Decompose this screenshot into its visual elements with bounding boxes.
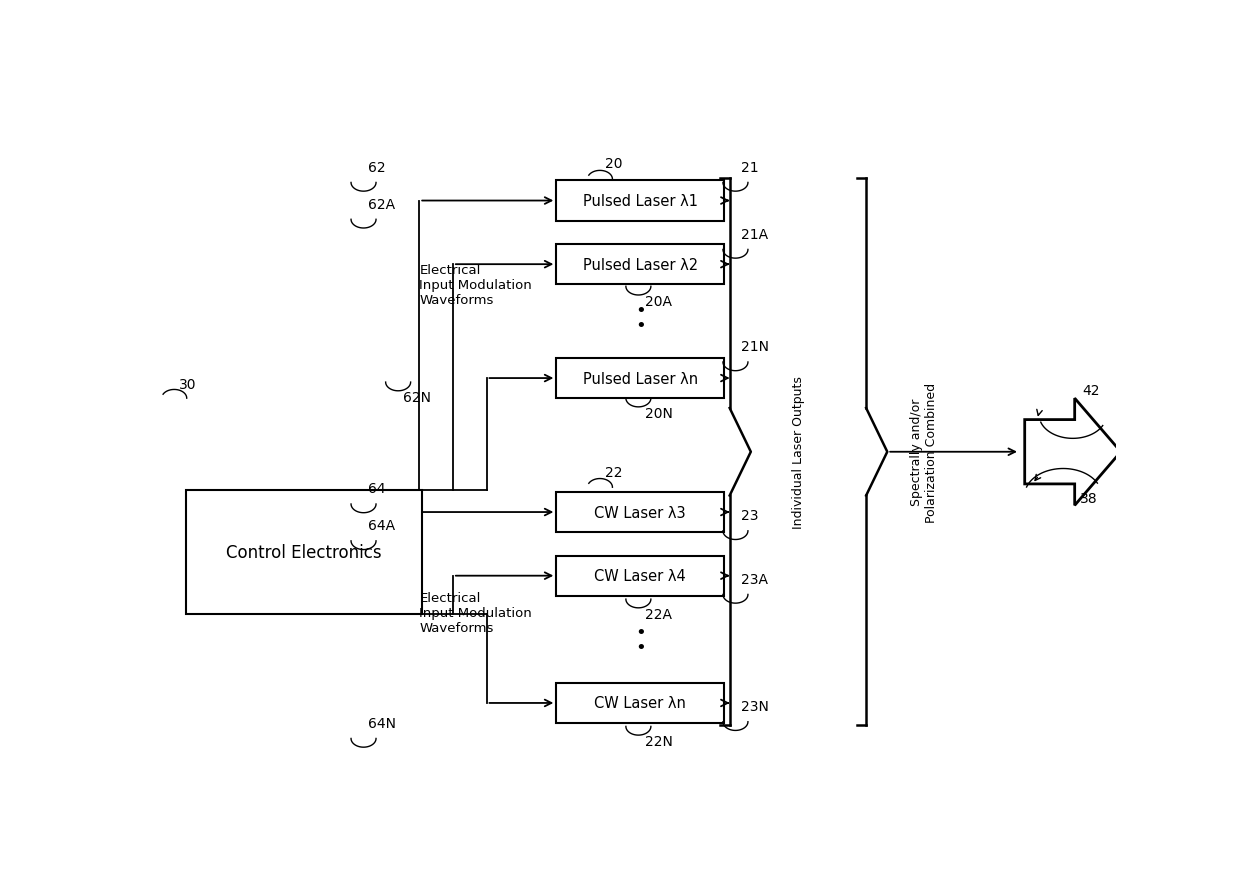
Text: 20A: 20A: [645, 295, 672, 309]
Text: 64N: 64N: [368, 716, 397, 730]
Text: Pulsed Laser λ2: Pulsed Laser λ2: [583, 257, 698, 272]
Text: 42: 42: [1083, 383, 1100, 397]
Text: CW Laser λ4: CW Laser λ4: [594, 568, 686, 583]
Bar: [557, 359, 724, 399]
Text: 22N: 22N: [645, 734, 673, 748]
Bar: [557, 683, 724, 723]
Polygon shape: [1024, 399, 1121, 506]
Text: •
•: • •: [635, 302, 646, 335]
Bar: [557, 493, 724, 533]
Text: CW Laser λn: CW Laser λn: [594, 696, 686, 711]
Bar: [557, 556, 724, 596]
Text: •
•: • •: [635, 623, 646, 656]
Text: 21: 21: [742, 161, 759, 175]
Text: 62A: 62A: [368, 197, 396, 211]
Text: 62N: 62N: [403, 391, 432, 405]
Text: 21A: 21A: [742, 228, 769, 242]
Text: Control Electronics: Control Electronics: [226, 544, 382, 561]
Text: 38: 38: [1080, 492, 1097, 506]
Text: 20: 20: [605, 157, 622, 171]
Text: Pulsed Laser λ1: Pulsed Laser λ1: [583, 194, 698, 209]
Bar: [557, 245, 724, 285]
Text: 22: 22: [605, 465, 622, 479]
Text: 20N: 20N: [645, 407, 673, 421]
Text: 23A: 23A: [742, 572, 769, 586]
Text: Electrical
Input Modulation
Waveforms: Electrical Input Modulation Waveforms: [419, 263, 532, 307]
Text: 23: 23: [742, 508, 759, 522]
Text: 64A: 64A: [368, 519, 396, 533]
Text: Electrical
Input Modulation
Waveforms: Electrical Input Modulation Waveforms: [419, 591, 532, 634]
Text: Pulsed Laser λn: Pulsed Laser λn: [583, 371, 698, 386]
Text: 22A: 22A: [645, 607, 672, 621]
Bar: [186, 491, 422, 614]
Bar: [557, 182, 724, 222]
Text: CW Laser λ3: CW Laser λ3: [594, 505, 686, 520]
Text: 30: 30: [179, 378, 196, 392]
Text: 21N: 21N: [742, 340, 769, 354]
Text: Individual Laser Outputs: Individual Laser Outputs: [792, 376, 805, 528]
Text: 64: 64: [368, 481, 386, 495]
Text: Spectrally and/or
Polarization Combined: Spectrally and/or Polarization Combined: [910, 382, 937, 522]
Text: 62: 62: [368, 161, 386, 175]
Text: 23N: 23N: [742, 700, 769, 713]
